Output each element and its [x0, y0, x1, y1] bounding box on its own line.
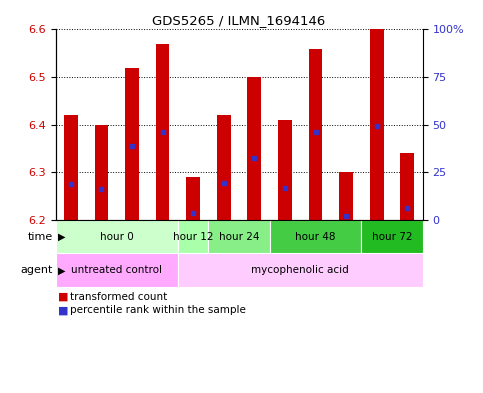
Bar: [270, 220, 361, 253]
Text: transformed count: transformed count: [70, 292, 167, 302]
Bar: [64, 115, 78, 220]
Text: time: time: [28, 232, 53, 242]
Bar: [278, 120, 292, 220]
Bar: [178, 220, 209, 253]
Bar: [217, 115, 231, 220]
Bar: [95, 125, 108, 220]
Text: ▶: ▶: [58, 265, 66, 275]
Bar: [400, 153, 414, 220]
Bar: [339, 173, 353, 220]
Bar: [309, 48, 323, 220]
Text: ■: ■: [58, 292, 72, 302]
Text: hour 12: hour 12: [173, 232, 213, 242]
Text: agent: agent: [21, 265, 53, 275]
Bar: [209, 220, 270, 253]
Bar: [186, 177, 200, 220]
Bar: [361, 220, 423, 253]
Title: GDS5265 / ILMN_1694146: GDS5265 / ILMN_1694146: [153, 14, 326, 27]
Text: hour 72: hour 72: [372, 232, 412, 242]
Text: mycophenolic acid: mycophenolic acid: [251, 265, 349, 275]
Bar: [56, 220, 178, 253]
Text: hour 0: hour 0: [100, 232, 134, 242]
Text: percentile rank within the sample: percentile rank within the sample: [70, 305, 246, 316]
Text: untreated control: untreated control: [71, 265, 162, 275]
Text: ▶: ▶: [58, 232, 66, 242]
Text: hour 48: hour 48: [295, 232, 336, 242]
Text: ■: ■: [58, 305, 72, 316]
Bar: [156, 44, 170, 220]
Bar: [178, 253, 423, 287]
Bar: [125, 68, 139, 220]
Bar: [56, 253, 178, 287]
Bar: [247, 77, 261, 220]
Text: hour 24: hour 24: [219, 232, 259, 242]
Bar: [370, 29, 384, 220]
